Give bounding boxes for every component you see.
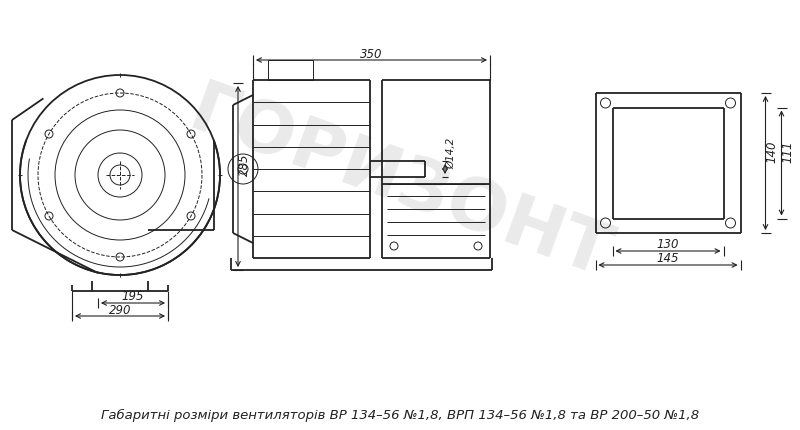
Text: 145: 145 xyxy=(657,252,679,265)
Text: 140: 140 xyxy=(765,141,778,163)
Text: 111: 111 xyxy=(781,141,794,163)
Text: ГОРИЗОНТ: ГОРИЗОНТ xyxy=(180,77,620,293)
Text: Габаритні розміри вентиляторів ВР 134–56 №1,8, ВРП 134–56 №1,8 та ВР 200–50 №1,8: Габаритні розміри вентиляторів ВР 134–56… xyxy=(101,408,699,421)
Text: 130: 130 xyxy=(657,239,679,252)
Text: 290: 290 xyxy=(109,304,131,316)
Text: 285: 285 xyxy=(238,154,250,176)
Text: 350: 350 xyxy=(360,47,382,61)
Text: 195: 195 xyxy=(122,291,144,304)
Text: Ø14,2: Ø14,2 xyxy=(446,138,456,169)
